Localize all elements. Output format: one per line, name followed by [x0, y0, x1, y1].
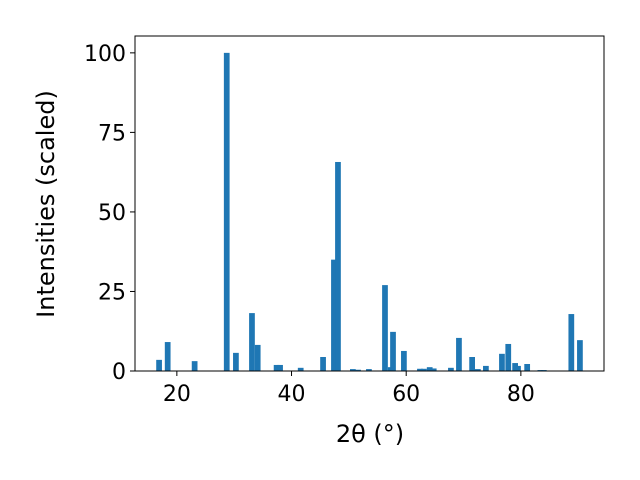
bar [524, 364, 531, 371]
bar [469, 357, 475, 371]
y-tick-label: 0 [112, 360, 126, 385]
y-tick-label: 25 [98, 280, 126, 305]
bar [297, 367, 304, 371]
bar [223, 52, 230, 371]
bar [320, 357, 326, 371]
x-tick-label: 80 [507, 382, 535, 407]
bar [335, 161, 341, 371]
bar [164, 342, 171, 371]
bar [474, 369, 481, 371]
bar [417, 368, 423, 371]
x-tick-label: 40 [278, 382, 306, 407]
bar [355, 369, 361, 371]
bar [456, 337, 462, 371]
bar [366, 369, 372, 371]
bar [390, 331, 396, 371]
bar [350, 369, 356, 371]
bar [233, 352, 239, 371]
bar [448, 367, 454, 371]
y-tick-label: 100 [84, 42, 126, 67]
bar [483, 365, 489, 371]
bar [191, 361, 198, 371]
y-tick-label: 75 [98, 121, 126, 146]
bar [430, 368, 437, 371]
bar [577, 340, 583, 371]
x-tick-label: 20 [163, 382, 191, 407]
bar [254, 344, 261, 371]
bar [156, 359, 162, 371]
bar [249, 313, 255, 371]
bar [505, 343, 512, 371]
bar [273, 364, 280, 371]
bar [499, 353, 505, 371]
bar [421, 368, 427, 371]
plot-frame [134, 35, 605, 372]
bar [277, 364, 283, 371]
x-axis-label: 2θ (°) [336, 420, 404, 448]
bar [426, 367, 433, 371]
bar [568, 314, 575, 371]
bar [401, 350, 407, 371]
y-axis-label: Intensities (scaled) [32, 90, 60, 318]
bar [515, 365, 521, 371]
bar [331, 259, 337, 371]
x-tick-label: 60 [392, 382, 420, 407]
bar [382, 285, 388, 371]
y-tick-label: 50 [98, 201, 126, 226]
